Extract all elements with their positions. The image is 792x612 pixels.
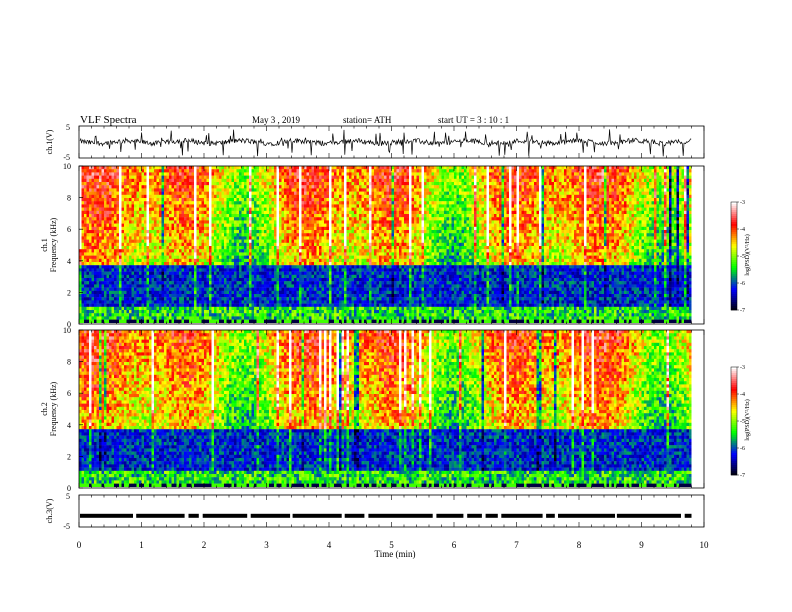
figure-title: VLF Spectra [80,114,137,126]
colorbar-tick: -4 [740,227,745,233]
time-axis: 0 1 2 3 4 5 6 7 8 9 10 [77,126,709,550]
colorbar-tick: -4 [740,392,745,398]
time-tick-label: 1 [139,540,144,550]
time-tick-label: 4 [327,540,332,550]
ch3-waveform-trace [80,513,692,518]
time-axis-label: Time (min) [375,549,416,559]
time-tick-label: 3 [264,540,269,550]
ch3-trace-segment [344,513,365,518]
time-tick-label: 10 [700,540,710,550]
time-tick-label: 8 [577,540,582,550]
ch1-colorbar-label: log(PSD)(V²/Hz) [744,234,751,275]
ch2-spec-channel-label: ch.2 [40,402,49,416]
colorbar-tick: -3 [740,365,745,371]
ch1-waveform-panel: 5 -5 ch.1(V) [45,123,705,162]
ytick-label: 0 [67,484,71,493]
ch3-ytick-bottom: -5 [63,522,70,531]
ch2-spectrogram-image [79,330,704,488]
ch3-waveform-panel: 5 -5 ch.3(V) [45,492,705,531]
ytick-label: 10 [63,326,71,335]
ytick-label: 6 [67,389,71,398]
ch1-waveform-trace [79,129,692,157]
ch3-trace-segment [368,513,433,518]
time-tick-label: 6 [452,540,457,550]
ytick-label: 2 [67,288,71,297]
ch3-trace-segment [136,513,185,518]
ch3-trace-segment [684,513,692,518]
ytick-label: 2 [67,452,71,461]
time-tick-label: 9 [639,540,644,550]
ch2-colorbar-label: log(PSD)(V²/Hz) [744,399,751,440]
ch3-trace-segment [467,513,482,518]
ch3-trace-segment [292,513,342,518]
colorbar-tick: -7 [740,473,745,479]
time-tick-label: 5 [389,540,394,550]
ch3-trace-segment [436,513,464,518]
colorbar-tick: -3 [740,200,745,206]
ytick-label: 4 [67,421,71,430]
ch3-trace-segment [188,513,199,518]
ch1-spectrogram-image [79,166,704,324]
time-tick-label: 2 [202,540,207,550]
ytick-label: 10 [63,162,71,171]
ch3-trace-segment [80,513,133,518]
ch3-wave-ylabel: ch.3(V) [45,498,54,523]
date-label: May 3 , 2019 [252,115,300,125]
ch3-trace-segment [558,513,615,518]
ch1-ytick-top: 5 [66,123,70,132]
ch1-spec-ylabel: Frequency (kHz) [49,217,58,272]
station-label: station= ATH [343,115,392,125]
colorbar-tick: -7 [740,308,745,314]
ch2-colorbar: -3 -4 -5 -6 -7 [730,365,745,479]
ch3-trace-segment [250,513,291,518]
ch3-ytick-top: 5 [66,492,70,501]
ch1-ytick-bottom: -5 [63,153,70,162]
ytick-label: 4 [67,257,71,266]
ch3-trace-segment [616,513,681,518]
time-tick-label: 0 [77,540,82,550]
ch1-colorbar: -3 -4 -5 -6 -7 [730,200,745,314]
time-tick-label: 7 [514,540,519,550]
ch1-wave-ylabel: ch.1(V) [45,129,54,154]
ch3-trace-segment [202,513,248,518]
colorbar-tick: -6 [740,281,745,287]
start-time-label: start UT = 3 : 10 : 1 [438,115,509,125]
ch3-trace-segment [546,513,555,518]
colorbar-tick: -5 [740,254,745,260]
ytick-label: 0 [67,320,71,329]
colorbar-tick: -6 [740,446,745,452]
ch2-spec-ylabel: Frequency (kHz) [49,381,58,436]
ch1-spec-channel-label: ch.1 [40,238,49,252]
ytick-label: 8 [67,194,71,203]
ch3-trace-segment [501,513,543,518]
ch3-trace-segment [485,513,498,518]
colorbar-tick: -5 [740,419,745,425]
ytick-label: 6 [67,225,71,234]
ytick-label: 8 [67,358,71,367]
